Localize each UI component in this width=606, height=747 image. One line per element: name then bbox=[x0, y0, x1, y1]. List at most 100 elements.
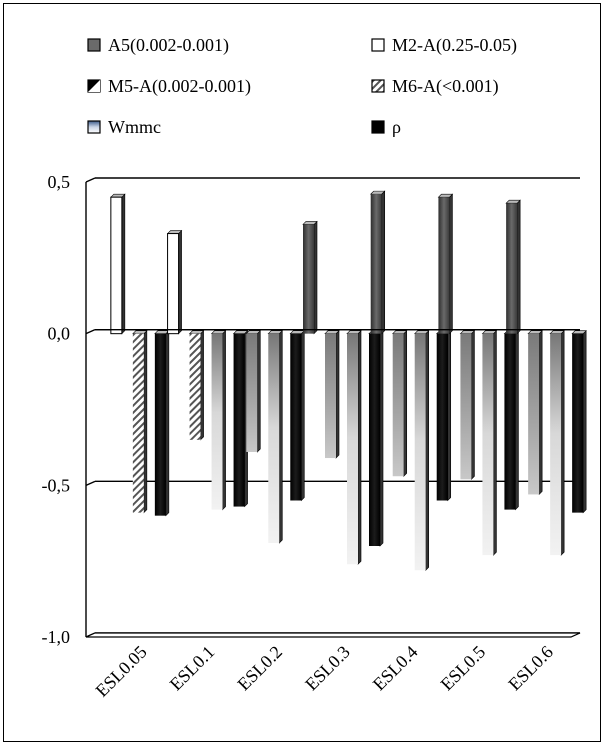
gridline-depth bbox=[85, 480, 96, 486]
bar-front bbox=[572, 333, 584, 513]
bar-m5-a-0-002-0-001-esl0-4 bbox=[391, 329, 408, 477]
y-tick-label: -1,0 bbox=[42, 627, 71, 647]
bar-side bbox=[471, 329, 475, 480]
bar-front bbox=[110, 196, 123, 335]
legend-swatch bbox=[371, 38, 385, 52]
bar-front bbox=[154, 333, 166, 516]
bar-m2-a-0-25-0-05-esl0-1 bbox=[166, 229, 183, 335]
x-tick-label: ESL0.05 bbox=[92, 642, 151, 701]
bar-side bbox=[515, 329, 519, 511]
bar-side bbox=[313, 220, 318, 335]
legend-item-rho: ρ bbox=[371, 117, 401, 137]
bar-side bbox=[447, 329, 452, 502]
bar-side bbox=[403, 329, 408, 477]
bar-side bbox=[425, 329, 430, 571]
bar-side bbox=[335, 329, 340, 459]
bar-front bbox=[347, 333, 358, 565]
legend-item-m2-a-0-25-0-05: M2-A(0.25-0.05) bbox=[371, 35, 517, 56]
bar-side bbox=[357, 329, 362, 565]
bar-m5-a-0-002-0-001-esl0-6 bbox=[527, 329, 543, 496]
bar-a5-0-002-0-001-esl0-4 bbox=[369, 190, 386, 335]
bar-rho-esl0-5 bbox=[503, 329, 520, 511]
y-tick-label: -0,5 bbox=[42, 475, 71, 495]
bar-rho-esl0-05 bbox=[154, 329, 170, 517]
bar-front bbox=[303, 224, 314, 334]
bar-front bbox=[460, 333, 472, 480]
x-tick-label: ESL0.4 bbox=[369, 642, 422, 695]
bar-front bbox=[392, 333, 404, 477]
bar-wmmc-esl0-1 bbox=[210, 329, 227, 511]
bar-front bbox=[325, 333, 336, 459]
bar-rho-esl0-3 bbox=[368, 329, 384, 547]
bar-front bbox=[369, 333, 380, 546]
bar-side bbox=[516, 199, 521, 335]
legend-label: M5-A(0.002-0.001) bbox=[108, 76, 251, 97]
bar-m2-a-0-25-0-05-esl0-05 bbox=[110, 193, 126, 335]
bar-a5-0-002-0-001-esl0-5 bbox=[437, 193, 454, 335]
bar-m5-a-0-002-0-001-esl0-5 bbox=[459, 329, 476, 480]
chart-frame bbox=[3, 3, 601, 742]
x-tick-label: ESL0.5 bbox=[437, 642, 490, 695]
bar-front bbox=[438, 197, 450, 334]
bar-side bbox=[449, 193, 453, 335]
bar-wmmc-esl0-6 bbox=[549, 329, 565, 556]
x-tick-label: ESL0.1 bbox=[166, 642, 219, 695]
legend-item-m5-a-0-002-0-001: M5-A(0.002-0.001) bbox=[87, 76, 251, 97]
bar-m5-a-0-002-0-001-esl0-3 bbox=[324, 329, 340, 459]
legend-label: Wmmc bbox=[108, 117, 161, 137]
gridline-depth bbox=[85, 177, 96, 183]
bar-front bbox=[504, 333, 516, 510]
legend-label: A5(0.002-0.001) bbox=[108, 35, 229, 56]
bar-side bbox=[493, 329, 497, 556]
bar-rho-esl0-6 bbox=[571, 329, 587, 514]
bar-front bbox=[528, 333, 540, 495]
legend-item-a5-0-002-0-001: A5(0.002-0.001) bbox=[87, 35, 229, 56]
bar-m6-a-0-001-esl0-1 bbox=[188, 329, 205, 441]
x-tick-label: ESL0.3 bbox=[301, 642, 354, 695]
bar-side bbox=[200, 329, 204, 441]
bar-m6-a-0-001-esl0-05 bbox=[132, 329, 148, 514]
bar-side bbox=[222, 329, 226, 511]
gridline-depth bbox=[85, 329, 96, 335]
bar-rho-esl0-4 bbox=[435, 329, 452, 502]
bar-front bbox=[211, 333, 223, 510]
bar-rho-esl0-2 bbox=[289, 329, 306, 502]
bar-side bbox=[582, 329, 587, 514]
legend-swatch-highlight bbox=[88, 80, 100, 92]
bar-wmmc-esl0-5 bbox=[481, 329, 498, 556]
bar-side bbox=[560, 329, 565, 556]
legend-label: M2-A(0.25-0.05) bbox=[392, 35, 517, 56]
bar-side bbox=[143, 329, 148, 514]
legend-swatch bbox=[371, 120, 385, 134]
legend-swatch bbox=[371, 79, 385, 93]
bar-front bbox=[482, 333, 494, 556]
bar-front bbox=[506, 203, 518, 334]
legend-item-m6-a-0-001: M6-A(<0.001) bbox=[371, 76, 499, 97]
legend-item-wmmc: Wmmc bbox=[87, 117, 161, 137]
bar-m5-a-0-002-0-001-esl0-2 bbox=[245, 329, 262, 453]
x-tick-label: ESL0.6 bbox=[504, 642, 557, 695]
bar-front bbox=[132, 333, 144, 513]
plot-floor bbox=[85, 632, 581, 638]
bar-front bbox=[233, 333, 245, 507]
legend-swatch bbox=[87, 38, 101, 52]
bar-wmmc-esl0-3 bbox=[346, 329, 362, 565]
bar-side bbox=[300, 329, 305, 502]
bar-rho-esl0-1 bbox=[232, 329, 249, 508]
bar-front bbox=[436, 333, 448, 501]
bar-front bbox=[268, 333, 280, 543]
x-tick-label: ESL0.2 bbox=[233, 642, 286, 695]
bar-front bbox=[414, 333, 426, 571]
y-tick-label: 0,5 bbox=[48, 172, 71, 192]
bar-side bbox=[165, 329, 170, 517]
bar-side bbox=[256, 329, 261, 453]
bar-wmmc-esl0-2 bbox=[267, 329, 284, 544]
bar-side bbox=[381, 190, 386, 335]
y-tick-label: 0,0 bbox=[48, 324, 71, 344]
legend-swatch bbox=[87, 120, 101, 134]
bar-a5-0-002-0-001-esl0-3 bbox=[302, 220, 318, 335]
bar-front bbox=[246, 333, 258, 452]
bar-front bbox=[290, 333, 302, 501]
bar-front bbox=[550, 333, 562, 556]
legend-label: M6-A(<0.001) bbox=[392, 76, 499, 97]
